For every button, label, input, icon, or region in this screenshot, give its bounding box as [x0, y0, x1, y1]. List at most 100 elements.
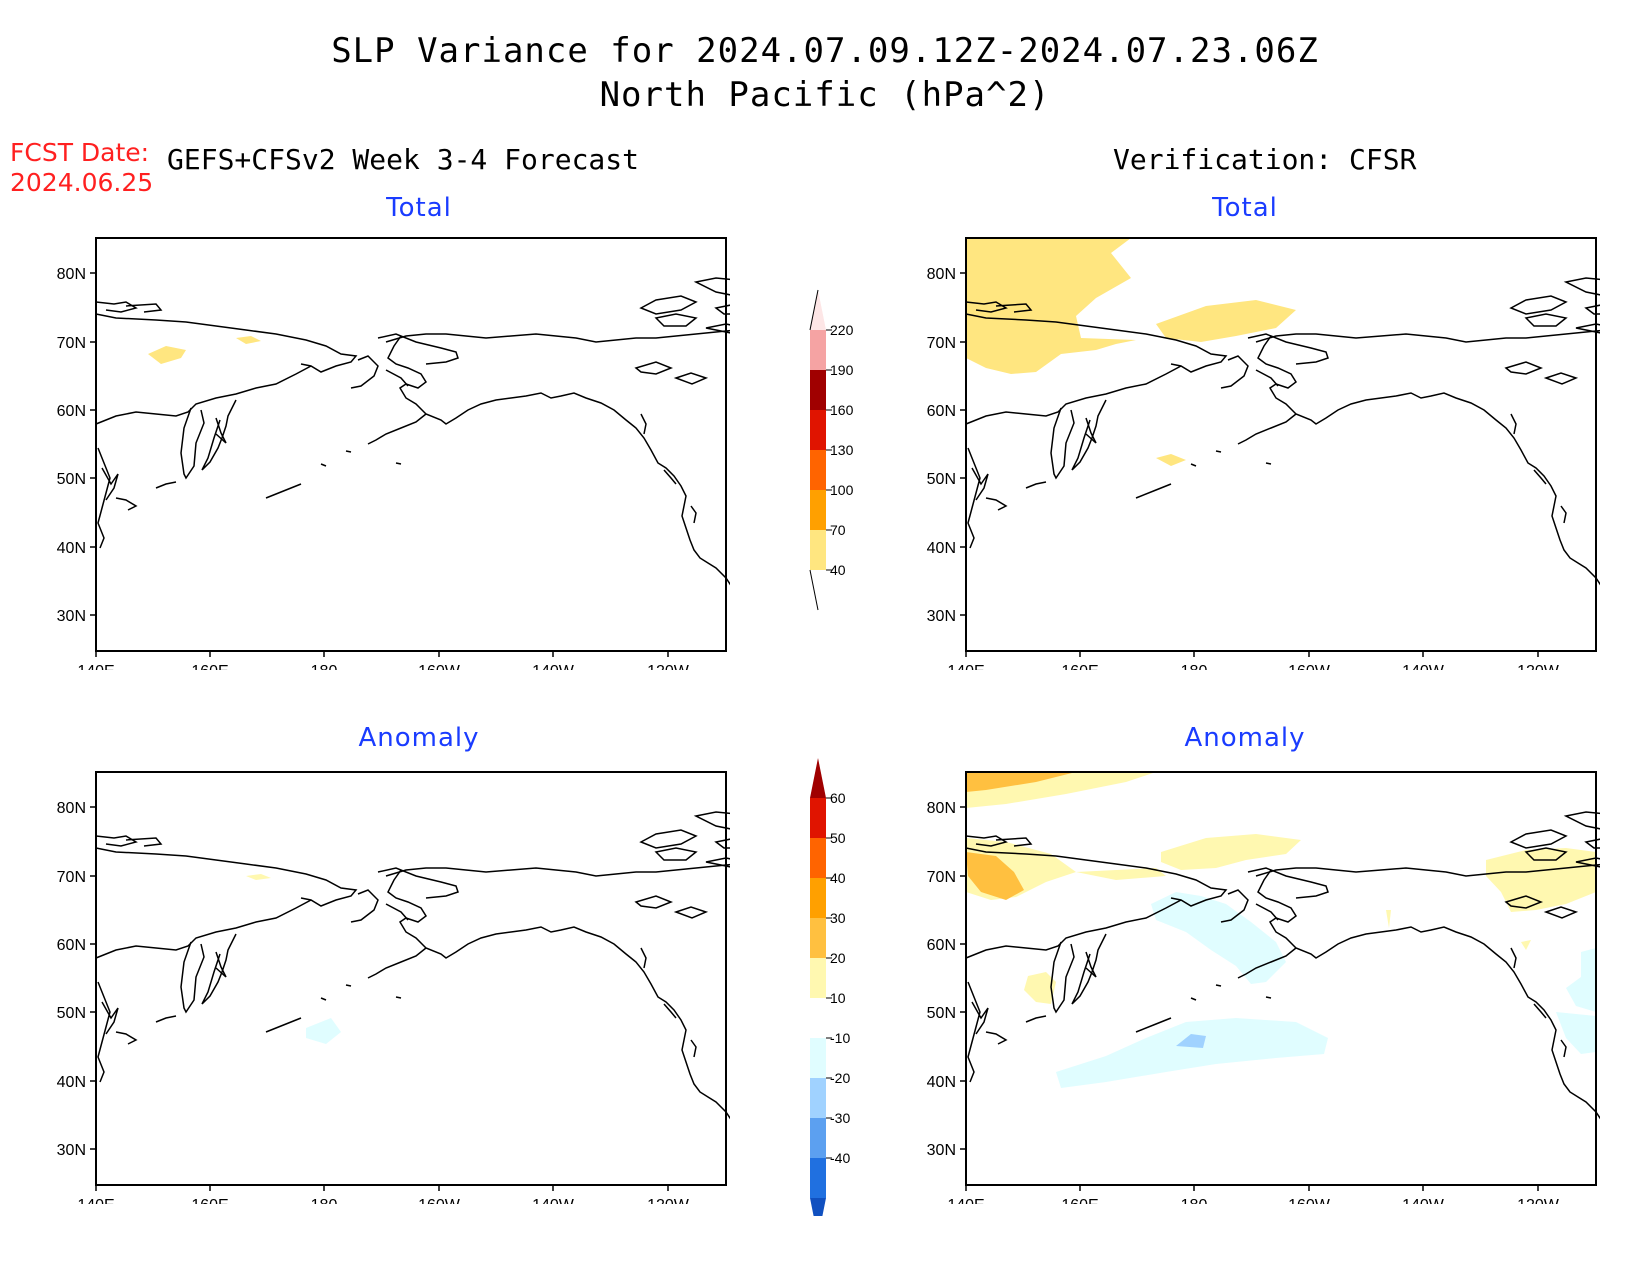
colorbar-label: 100 — [830, 482, 854, 498]
colorbar-label: 50 — [830, 830, 846, 846]
fcst-date-block: FCST Date: 2024.06.25 — [10, 138, 153, 198]
lat-tick-label: 30N — [927, 608, 956, 625]
lon-axis-forecast-total: 140E 160E 180 160W 140W 120W — [77, 651, 690, 670]
lat-tick-label: 70N — [927, 335, 956, 352]
shade-forecast-total — [148, 336, 261, 364]
colorbar-label: -20 — [830, 1070, 850, 1086]
panel-title-forecast-total: Total — [386, 193, 452, 223]
main-title: SLP Variance for 2024.07.09.12Z-2024.07.… — [331, 31, 1319, 71]
lon-tick-label: 160W — [418, 663, 461, 670]
lon-tick-label: 160E — [1061, 1197, 1098, 1204]
main-subtitle: North Pacific (hPa^2) — [599, 75, 1051, 115]
map-forecast-anomaly: 80N 70N 60N 50N 40N 30N 140E 160E 180 160W 140W 12… — [57, 771, 730, 1204]
lat-tick-label: 30N — [57, 1142, 86, 1159]
lon-tick-label: 140E — [947, 663, 984, 670]
lat-tick-label: 60N — [927, 937, 956, 954]
shade-verification-anomaly — [966, 772, 1596, 1088]
lon-axis-verification-anomaly: 140E 160E 180 160W 140W 120W — [947, 1185, 1560, 1204]
lon-tick-label: 160W — [418, 1197, 461, 1204]
colorbar-top-triangle — [810, 290, 826, 330]
colorbar-label: 220 — [830, 322, 854, 338]
lat-tick-label: 80N — [927, 800, 956, 817]
panel-title-forecast-anomaly: Anomaly — [358, 723, 480, 753]
lat-tick-label: 50N — [927, 1005, 956, 1022]
colorbar-label: 30 — [830, 910, 846, 926]
colorbar-swatch — [810, 1158, 826, 1198]
lon-tick-label: 120W — [647, 663, 690, 670]
colorbar-top-triangle — [810, 758, 826, 798]
colorbar-label: -40 — [830, 1150, 850, 1166]
colorbar-swatch — [810, 370, 826, 410]
colorbar-label: 10 — [830, 990, 846, 1006]
colorbar-label: 60 — [830, 790, 846, 806]
lon-tick-label: 140E — [947, 1197, 984, 1204]
map-verification-anomaly: 80N 70N 60N 50N 40N 30N 140E 160E 180 160W 140W 12… — [927, 771, 1600, 1204]
forecast-heading: GEFS+CFSv2 Week 3-4 Forecast — [167, 143, 640, 176]
lon-tick-label: 120W — [647, 1197, 690, 1204]
colorbar-swatch — [810, 838, 826, 878]
colorbar-swatch — [810, 1038, 826, 1078]
lon-tick-label: 180 — [311, 663, 338, 670]
lat-tick-label: 60N — [927, 403, 956, 420]
lon-tick-label: 160E — [191, 1197, 228, 1204]
lat-tick-label: 80N — [927, 266, 956, 283]
colorbar-label: -10 — [830, 1030, 850, 1046]
lat-tick-label: 30N — [927, 1142, 956, 1159]
colorbar-swatch — [810, 918, 826, 958]
colorbar-swatch — [810, 878, 826, 918]
lat-tick-label: 40N — [927, 1074, 956, 1091]
lat-axis-verification-anomaly: 80N 70N 60N 50N 40N 30N — [927, 800, 966, 1159]
verification-heading: Verification: CFSR — [1113, 143, 1417, 176]
lat-tick-label: 40N — [927, 540, 956, 557]
lon-tick-label: 180 — [1181, 1197, 1208, 1204]
colorbar-swatch — [810, 1078, 826, 1118]
lat-tick-label: 50N — [57, 471, 86, 488]
colorbar-swatch — [810, 798, 826, 838]
lon-tick-label: 140W — [1402, 663, 1445, 670]
lat-tick-label: 60N — [57, 937, 86, 954]
colorbar-bottom-triangle — [810, 1198, 826, 1216]
panel-title-verification-anomaly: Anomaly — [1184, 723, 1306, 753]
lon-tick-label: 140W — [1402, 1197, 1445, 1204]
colorbar-label: -30 — [830, 1110, 850, 1126]
lon-tick-label: 140E — [77, 663, 114, 670]
lat-tick-label: 40N — [57, 1074, 86, 1091]
lat-tick-label: 40N — [57, 540, 86, 557]
map-forecast-total: 80N 70N 60N 50N 40N 30N 140E 160E 180 160W 140W 12… — [57, 237, 730, 670]
colorbar-swatch — [810, 450, 826, 490]
lat-axis-forecast-total: 80N 70N 60N 50N 40N 30N — [57, 266, 96, 625]
lat-tick-label: 80N — [57, 800, 86, 817]
lat-tick-label: 80N — [57, 266, 86, 283]
lon-tick-label: 120W — [1517, 1197, 1560, 1204]
colorbar-swatch — [810, 410, 826, 450]
lon-axis-verification-total: 140E 160E 180 160W 140W 120W — [947, 651, 1560, 670]
lon-tick-label: 140W — [532, 1197, 575, 1204]
lat-tick-label: 70N — [927, 869, 956, 886]
lat-tick-label: 50N — [57, 1005, 86, 1022]
colorbar-label: 130 — [830, 442, 854, 458]
lat-tick-label: 70N — [57, 335, 86, 352]
lat-tick-label: 70N — [57, 869, 86, 886]
colorbar-swatch — [810, 1118, 826, 1158]
lon-tick-label: 140E — [77, 1197, 114, 1204]
fcst-date-value: 2024.06.25 — [10, 168, 154, 197]
anomaly-colorbar: 60 50 40 30 20 10 -10 -20 -30 -40 — [810, 758, 850, 1216]
colorbar-swatch — [810, 998, 826, 1038]
lon-tick-label: 160E — [1061, 663, 1098, 670]
lon-tick-label: 160W — [1288, 663, 1331, 670]
colorbar-swatch — [810, 490, 826, 530]
shade-forecast-anomaly — [246, 874, 341, 1044]
colorbar-label: 70 — [830, 522, 846, 538]
lon-tick-label: 180 — [1181, 663, 1208, 670]
lon-tick-label: 180 — [311, 1197, 338, 1204]
panel-title-verification-total: Total — [1212, 193, 1278, 223]
lon-tick-label: 160W — [1288, 1197, 1331, 1204]
lon-tick-label: 140W — [532, 663, 575, 670]
colorbar-bottom-triangle — [809, 569, 819, 611]
lat-axis-forecast-anomaly: 80N 70N 60N 50N 40N 30N — [57, 800, 96, 1159]
shade-verification-total — [966, 238, 1296, 466]
colorbar-label: 160 — [830, 402, 854, 418]
colorbar-label: 190 — [830, 362, 854, 378]
map-verification-total: 80N 70N 60N 50N 40N 30N 140E 160E 180 160W 140W 12… — [927, 237, 1600, 670]
fcst-date-label: FCST Date: — [10, 138, 150, 167]
